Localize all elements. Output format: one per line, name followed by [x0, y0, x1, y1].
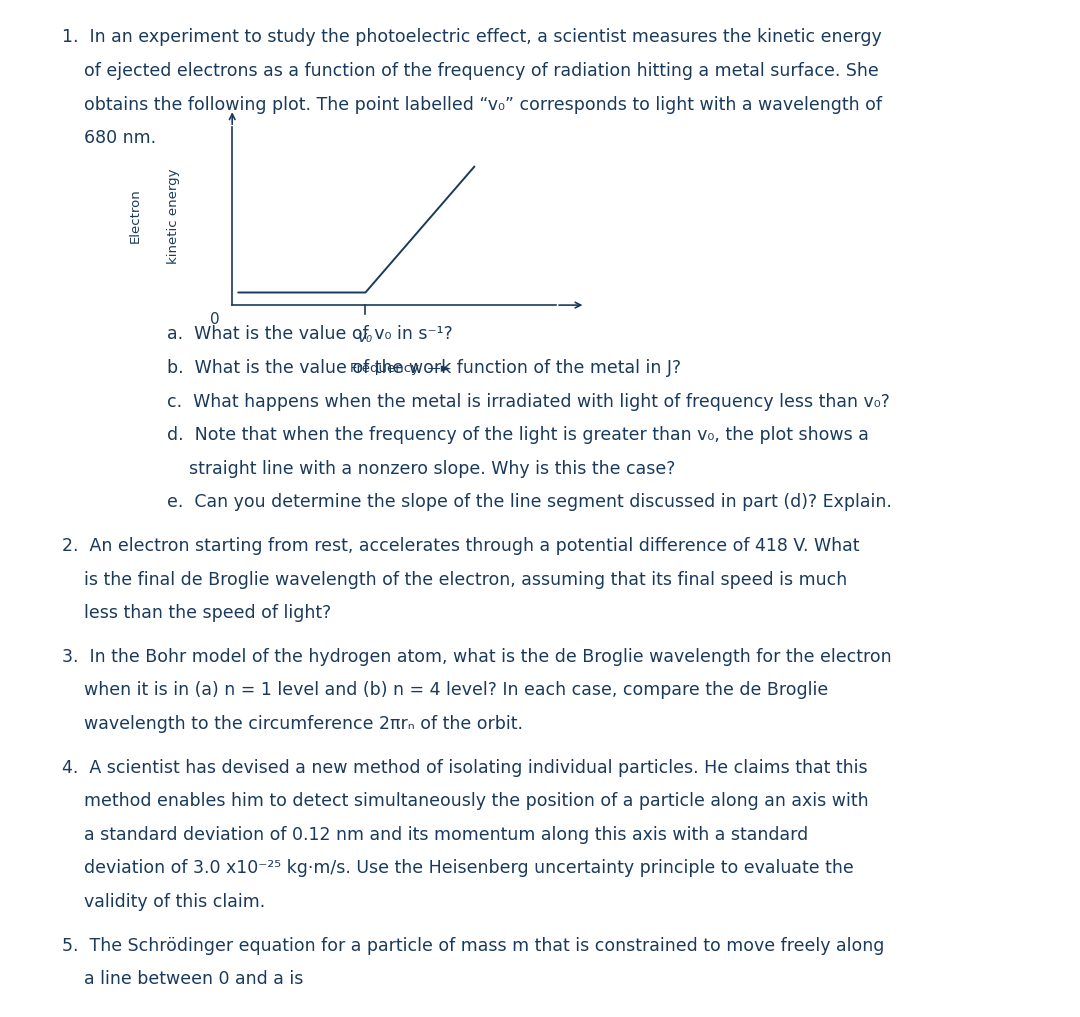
Text: d.  Note that when the frequency of the light is greater than v₀, the plot shows: d. Note that when the frequency of the l…: [167, 426, 869, 444]
Text: 2.  An electron starting from rest, accelerates through a potential difference o: 2. An electron starting from rest, accel…: [62, 537, 859, 555]
Text: 1.  In an experiment to study the photoelectric effect, a scientist measures the: 1. In an experiment to study the photoel…: [62, 28, 881, 47]
Text: is the final de Broglie wavelength of the electron, assuming that its final spee: is the final de Broglie wavelength of th…: [62, 571, 847, 589]
Text: c.  What happens when the metal is irradiated with light of frequency less than : c. What happens when the metal is irradi…: [167, 393, 890, 411]
Text: 4.  A scientist has devised a new method of isolating individual particles. He c: 4. A scientist has devised a new method …: [62, 759, 867, 777]
Text: a standard deviation of 0.12 nm and its momentum along this axis with a standard: a standard deviation of 0.12 nm and its …: [62, 826, 808, 844]
Text: Frequency  —►: Frequency —►: [350, 362, 451, 375]
Text: straight line with a nonzero slope. Why is this the case?: straight line with a nonzero slope. Why …: [167, 460, 676, 478]
Text: 0: 0: [210, 312, 219, 327]
Text: v₀: v₀: [357, 330, 373, 345]
Text: of ejected electrons as a function of the frequency of radiation hitting a metal: of ejected electrons as a function of th…: [62, 62, 878, 80]
Text: a line between 0 and a is: a line between 0 and a is: [62, 970, 302, 989]
Text: 3.  In the Bohr model of the hydrogen atom, what is the de Broglie wavelength fo: 3. In the Bohr model of the hydrogen ato…: [62, 648, 891, 666]
Text: a.  What is the value of v₀ in s⁻¹?: a. What is the value of v₀ in s⁻¹?: [167, 325, 454, 344]
Text: validity of this claim.: validity of this claim.: [62, 893, 265, 911]
Text: 5.  The Schrödinger equation for a particle of mass m that is constrained to mov: 5. The Schrödinger equation for a partic…: [62, 937, 883, 955]
Text: wavelength to the circumference 2πrₙ of the orbit.: wavelength to the circumference 2πrₙ of …: [62, 715, 523, 733]
Text: Electron: Electron: [129, 189, 141, 243]
Text: e.  Can you determine the slope of the line segment discussed in part (d)? Expla: e. Can you determine the slope of the li…: [167, 493, 892, 512]
Text: obtains the following plot. The point labelled “v₀” corresponds to light with a : obtains the following plot. The point la…: [62, 96, 881, 114]
Text: when it is in (a) n = 1 level and (b) n = 4 level? In each case, compare the de : when it is in (a) n = 1 level and (b) n …: [62, 681, 827, 700]
Text: method enables him to detect simultaneously the position of a particle along an : method enables him to detect simultaneou…: [62, 792, 868, 811]
Text: less than the speed of light?: less than the speed of light?: [62, 604, 330, 622]
Text: deviation of 3.0 x10⁻²⁵ kg·m/s. Use the Heisenberg uncertainty principle to eval: deviation of 3.0 x10⁻²⁵ kg·m/s. Use the …: [62, 859, 853, 878]
Text: 680 nm.: 680 nm.: [62, 129, 156, 147]
Text: b.  What is the value of the work function of the metal in J?: b. What is the value of the work functio…: [167, 359, 681, 377]
Text: kinetic energy: kinetic energy: [167, 169, 180, 263]
